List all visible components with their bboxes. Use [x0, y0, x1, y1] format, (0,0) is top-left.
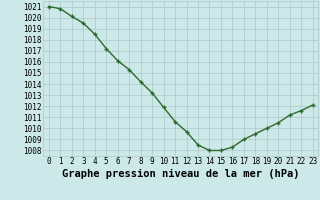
X-axis label: Graphe pression niveau de la mer (hPa): Graphe pression niveau de la mer (hPa) [62, 169, 300, 179]
